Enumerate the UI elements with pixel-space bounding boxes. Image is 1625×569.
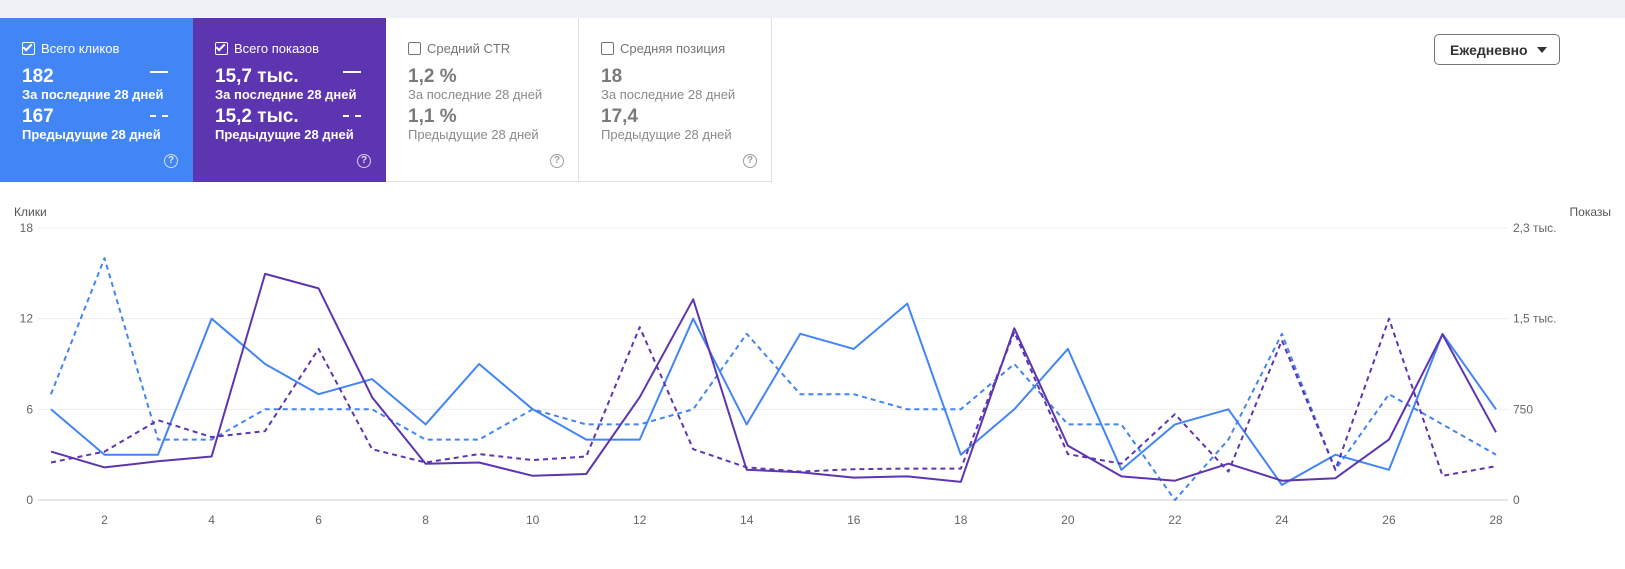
metric-card-title: Всего показов — [234, 40, 319, 56]
previous-value: 15,2 тыс. — [215, 106, 299, 127]
left-axis-title: Клики — [14, 205, 47, 219]
solid-line-legend-icon — [343, 71, 361, 73]
metric-card-header[interactable]: Средний CTR — [408, 40, 578, 56]
current-period-label: За последние 28 дней — [215, 87, 357, 102]
current-value: 18 — [601, 66, 623, 87]
right-axis-tick-label: 0 — [1513, 493, 1520, 507]
x-axis-tick-label: 12 — [633, 513, 647, 527]
previous-period-label: Предыдущие 28 дней — [601, 127, 732, 142]
left-axis-tick-label: 6 — [26, 402, 33, 416]
x-axis-tick-label: 4 — [208, 513, 215, 527]
top-strip — [0, 0, 1625, 18]
previous-period-label: Предыдущие 28 дней — [22, 127, 161, 142]
checkbox-checked-icon[interactable] — [215, 41, 228, 55]
metric-card-title: Средняя позиция — [620, 40, 726, 56]
checkbox-checked-icon[interactable] — [22, 41, 35, 55]
caret-down-icon — [1537, 47, 1547, 53]
solid-line-legend-icon — [150, 71, 168, 73]
series-line-2 — [50, 272, 1497, 483]
left-axis-tick-label: 0 — [26, 493, 33, 507]
right-axis-tick-label: 1,5 тыс. — [1513, 312, 1556, 326]
x-axis-tick-label: 2 — [101, 513, 108, 527]
x-axis-tick-label: 24 — [1275, 513, 1289, 527]
series-line-3 — [50, 317, 1497, 477]
right-axis-title: Показы — [1569, 205, 1611, 219]
period-dropdown[interactable]: Ежедневно — [1434, 34, 1560, 65]
metric-card-average-ctr[interactable]: Средний CTR 1,2 % За последние 28 дней 1… — [386, 18, 579, 182]
dashed-line-legend-icon — [150, 115, 168, 117]
metric-card-title: Средний CTR — [427, 40, 511, 56]
x-axis-tick-label: 8 — [422, 513, 429, 527]
metric-card-total-clicks[interactable]: Всего кликов 182 За последние 28 дней 16… — [0, 18, 193, 182]
x-axis-tick-label: 26 — [1382, 513, 1396, 527]
right-axis-tick-label: 2,3 тыс. — [1513, 221, 1556, 235]
help-icon[interactable]: ? — [357, 154, 371, 168]
current-value: 182 — [22, 66, 54, 87]
series-line-0 — [50, 302, 1497, 486]
x-axis-tick-label: 16 — [847, 513, 861, 527]
metric-cards: Всего кликов 182 За последние 28 дней 16… — [0, 18, 772, 182]
current-period-label: За последние 28 дней — [22, 87, 164, 102]
left-axis-tick-label: 12 — [20, 312, 34, 326]
previous-period-label: Предыдущие 28 дней — [215, 127, 354, 142]
series-line-1 — [50, 257, 1497, 501]
period-dropdown-value: Ежедневно — [1450, 41, 1528, 58]
previous-value: 17,4 — [601, 106, 638, 127]
left-axis-tick-label: 18 — [20, 221, 34, 235]
previous-value: 1,1 % — [408, 106, 457, 127]
help-icon[interactable]: ? — [550, 154, 564, 168]
x-axis-tick-label: 22 — [1168, 513, 1182, 527]
metric-card-header[interactable]: Всего кликов — [22, 40, 193, 56]
x-axis-tick-label: 20 — [1061, 513, 1075, 527]
current-value: 15,7 тыс. — [215, 66, 299, 87]
current-value: 1,2 % — [408, 66, 457, 87]
x-axis-tick-label: 10 — [526, 513, 540, 527]
checkbox-unchecked-icon[interactable] — [601, 41, 614, 55]
metric-card-average-position[interactable]: Средняя позиция 18 За последние 28 дней … — [579, 18, 772, 182]
dashed-line-legend-icon — [343, 115, 361, 117]
current-period-label: За последние 28 дней — [601, 87, 736, 102]
metric-card-header[interactable]: Всего показов — [215, 40, 386, 56]
x-axis-tick-label: 6 — [315, 513, 322, 527]
metric-card-title: Всего кликов — [41, 40, 120, 56]
metric-card-total-impressions[interactable]: Всего показов 15,7 тыс. За последние 28 … — [193, 18, 386, 182]
checkbox-unchecked-icon[interactable] — [408, 41, 421, 55]
metric-card-header[interactable]: Средняя позиция — [601, 40, 771, 56]
help-icon[interactable]: ? — [743, 154, 757, 168]
current-period-label: За последние 28 дней — [408, 87, 543, 102]
right-axis-tick-label: 750 — [1513, 402, 1533, 416]
x-axis-tick-label: 14 — [740, 513, 754, 527]
previous-value: 167 — [22, 106, 54, 127]
help-icon[interactable]: ? — [164, 154, 178, 168]
x-axis-tick-label: 18 — [954, 513, 968, 527]
previous-period-label: Предыдущие 28 дней — [408, 127, 539, 142]
x-axis-tick-label: 28 — [1489, 513, 1503, 527]
